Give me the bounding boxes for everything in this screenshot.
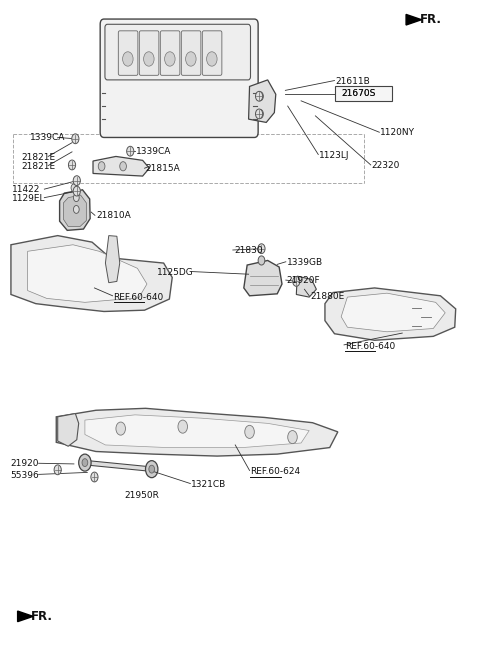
Text: 1339CA: 1339CA: [30, 133, 65, 142]
Text: FR.: FR.: [420, 13, 442, 26]
Circle shape: [293, 277, 300, 286]
FancyBboxPatch shape: [160, 31, 180, 76]
Circle shape: [73, 206, 79, 214]
Polygon shape: [11, 236, 172, 311]
Text: 1321CB: 1321CB: [192, 480, 227, 489]
Text: 21821E: 21821E: [22, 152, 56, 162]
Text: 55396: 55396: [10, 471, 39, 480]
Circle shape: [82, 459, 88, 466]
Polygon shape: [325, 288, 456, 340]
Circle shape: [165, 52, 175, 66]
Text: 1129EL: 1129EL: [12, 194, 46, 204]
Text: 21810A: 21810A: [96, 212, 131, 221]
Text: 21821E: 21821E: [22, 162, 56, 171]
Circle shape: [258, 244, 265, 254]
Circle shape: [73, 194, 79, 202]
Circle shape: [186, 52, 196, 66]
Polygon shape: [18, 611, 33, 622]
Circle shape: [145, 461, 158, 478]
Polygon shape: [106, 236, 120, 283]
Circle shape: [257, 109, 264, 118]
Circle shape: [98, 162, 105, 171]
Text: 1123LJ: 1123LJ: [319, 151, 350, 160]
Polygon shape: [28, 245, 147, 302]
Polygon shape: [56, 408, 338, 456]
Polygon shape: [63, 195, 86, 227]
Text: 1120NY: 1120NY: [380, 128, 415, 137]
Circle shape: [72, 134, 79, 144]
Circle shape: [149, 465, 155, 473]
Text: 21950R: 21950R: [124, 491, 159, 500]
Circle shape: [116, 422, 125, 435]
Circle shape: [91, 472, 98, 482]
Circle shape: [178, 420, 188, 433]
Circle shape: [73, 186, 80, 196]
Circle shape: [127, 147, 134, 156]
Text: REF.60-640: REF.60-640: [345, 342, 395, 351]
Text: 21611B: 21611B: [336, 77, 370, 85]
Circle shape: [288, 430, 297, 443]
Circle shape: [73, 175, 80, 185]
Circle shape: [258, 256, 265, 265]
Circle shape: [79, 454, 91, 471]
Polygon shape: [60, 190, 90, 231]
Circle shape: [69, 160, 75, 170]
Text: 21920: 21920: [10, 459, 38, 468]
Text: 1339GB: 1339GB: [287, 258, 323, 267]
FancyBboxPatch shape: [100, 19, 258, 137]
Circle shape: [54, 465, 61, 475]
FancyBboxPatch shape: [202, 31, 222, 76]
Polygon shape: [58, 413, 79, 446]
Text: 11422: 11422: [12, 185, 40, 194]
Circle shape: [255, 109, 263, 119]
Text: FR.: FR.: [31, 610, 53, 623]
Text: REF.60-640: REF.60-640: [114, 292, 164, 302]
Text: 21830: 21830: [234, 246, 263, 255]
Polygon shape: [406, 14, 421, 25]
Text: 21920F: 21920F: [287, 276, 320, 285]
Circle shape: [255, 91, 263, 101]
Text: 21670S: 21670S: [341, 89, 375, 98]
Circle shape: [245, 425, 254, 438]
Text: 22320: 22320: [372, 161, 400, 170]
Circle shape: [122, 52, 133, 66]
Text: REF.60-624: REF.60-624: [251, 467, 300, 476]
Polygon shape: [93, 156, 149, 176]
Circle shape: [144, 52, 154, 66]
Polygon shape: [249, 80, 276, 122]
FancyBboxPatch shape: [139, 31, 159, 76]
FancyBboxPatch shape: [181, 31, 201, 76]
Polygon shape: [85, 415, 309, 447]
Text: 1125DG: 1125DG: [156, 268, 193, 277]
Circle shape: [120, 162, 126, 171]
Circle shape: [257, 92, 264, 101]
Text: 21880E: 21880E: [311, 292, 345, 301]
Polygon shape: [296, 276, 316, 297]
Text: 21670S: 21670S: [341, 89, 375, 98]
Polygon shape: [341, 293, 445, 332]
FancyBboxPatch shape: [105, 24, 251, 80]
Circle shape: [71, 184, 77, 192]
FancyBboxPatch shape: [118, 31, 138, 76]
Text: 1339CA: 1339CA: [136, 147, 171, 156]
Text: 21815A: 21815A: [145, 164, 180, 173]
FancyBboxPatch shape: [335, 86, 392, 101]
Circle shape: [206, 52, 217, 66]
Polygon shape: [244, 260, 282, 296]
